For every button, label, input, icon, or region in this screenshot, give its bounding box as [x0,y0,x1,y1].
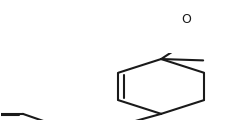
Text: O: O [181,13,191,26]
